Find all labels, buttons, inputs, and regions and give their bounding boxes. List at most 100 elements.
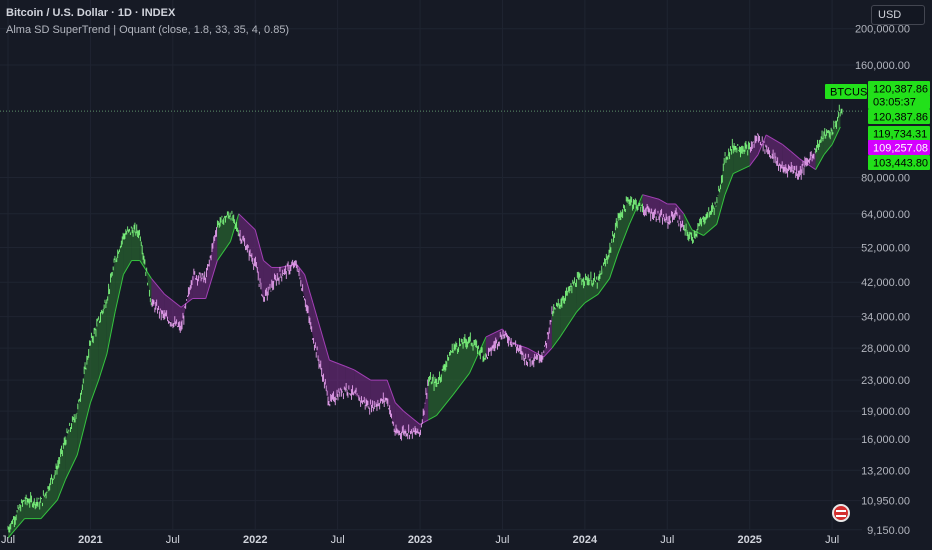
price-candles [7, 104, 843, 533]
time-tick-label: Jul [1, 534, 15, 546]
bull-band [115, 235, 124, 312]
lower-band-tag-text: 103,443.80 [873, 158, 928, 170]
supertrend-line [559, 311, 578, 338]
price-axis[interactable]: 200,000.00 160,000.00 80,000.00 64,000.00 52… [855, 24, 910, 537]
bear-band [527, 348, 544, 361]
supertrend-line [675, 203, 685, 215]
time-tick-label: Jul [495, 534, 509, 546]
upper-band-tag-bg [868, 126, 930, 141]
symbol-tag-text: BTCUSD [830, 87, 875, 99]
supertrend-line [114, 274, 124, 312]
supertrend-line [139, 260, 152, 279]
bull-band [551, 302, 561, 349]
bear-band [255, 229, 264, 299]
symbol-title[interactable]: Bitcoin / U.S. Dollar · 1D · INDEX [6, 7, 176, 19]
supertrend-line [386, 379, 396, 403]
upper-band-tag-text: 119,734.31 [873, 129, 927, 141]
bear-band [312, 302, 330, 403]
time-tick-label: Jul [660, 534, 674, 546]
indicator-title[interactable]: Alma SD SuperTrend | Oquant (close, 1.8,… [6, 24, 290, 36]
supertrend-line [597, 278, 611, 295]
price-tick-label: 16,000.00 [861, 434, 910, 446]
supertrend-line [394, 402, 404, 412]
supertrend-line [164, 293, 182, 308]
bull-band [716, 158, 725, 225]
bear-band [403, 411, 421, 434]
supertrend-line [576, 302, 586, 313]
supertrend-line [703, 223, 718, 236]
supertrend-line [683, 213, 693, 231]
price-tick-label: 23,000.00 [861, 375, 910, 387]
supertrend-line [56, 478, 67, 501]
supertrend-line [765, 134, 783, 146]
us-flag-icon[interactable] [832, 504, 850, 522]
countdown-tag: 03:05:37 [868, 95, 930, 109]
supertrend-line [151, 278, 165, 295]
price-tick-label: 160,000.00 [855, 60, 910, 72]
bull-band [733, 146, 750, 174]
supertrend-line [782, 144, 792, 152]
last-price-tag-text: 120,387.86 [873, 84, 928, 96]
bear-band [543, 314, 552, 358]
bear-band [387, 380, 396, 435]
supertrend-line [353, 369, 371, 381]
bull-band [436, 348, 454, 416]
supertrend-tag: 109,257.08 [868, 140, 930, 155]
bear-band [192, 274, 206, 299]
bull-band [453, 339, 470, 395]
bull-band [106, 260, 116, 355]
price-tick-label: 19,000.00 [861, 406, 910, 418]
supertrend-line [216, 241, 231, 261]
bull-band [560, 280, 577, 337]
supertrend-line [304, 274, 314, 303]
supertrend-line [65, 454, 78, 480]
supertrend-line [815, 154, 825, 170]
supertrend-line [403, 410, 421, 425]
supertrend-line [452, 372, 470, 396]
supertrend-line [831, 126, 841, 145]
supertrend-line [329, 359, 347, 367]
supertrend-line [40, 499, 58, 519]
price-tick-label: 34,000.00 [861, 312, 910, 324]
price-tick-label: 9,150.00 [867, 525, 910, 537]
supertrend-line [658, 198, 668, 205]
supertrend-line [76, 402, 91, 456]
bear-band [205, 224, 218, 299]
price-tick-label: 13,200.00 [861, 465, 910, 477]
close-price-tag-text: 120,387.86 [873, 112, 928, 124]
supertrend-line [485, 328, 503, 338]
supertrend-line [345, 366, 355, 371]
lower-band-tag: 103,443.80 [868, 155, 930, 170]
price-tick-label: 52,000.00 [861, 243, 910, 255]
supertrend-line [628, 194, 644, 225]
upper-band-tag: 119,734.31 [868, 126, 930, 141]
time-axis[interactable]: Jul 2021 Jul 2022 Jul 2023 Jul 2024 Jul 2025 Jul [1, 534, 839, 546]
time-tick-label: 2024 [573, 534, 598, 546]
supertrend-line [89, 379, 100, 403]
bull-band [217, 213, 231, 261]
bull-band [703, 203, 717, 236]
currency-button[interactable]: USD [871, 5, 925, 25]
close-price-tag: 120,387.86 [868, 109, 930, 124]
price-tick-label: 80,000.00 [861, 173, 910, 185]
supertrend-bands [7, 111, 841, 539]
bull-band [65, 411, 78, 480]
supertrend-line [757, 134, 767, 156]
bull-band [598, 250, 610, 295]
supertrend-line [180, 298, 193, 308]
bull-band [57, 439, 66, 500]
countdown-tag-bg [868, 95, 930, 109]
price-tick-label: 28,000.00 [861, 343, 910, 355]
price-tick-label: 42,000.00 [861, 277, 910, 289]
last-price-tag-bg [868, 81, 930, 96]
supertrend-line [428, 414, 437, 421]
supertrend-line [749, 154, 759, 167]
symbol-tag-bg [825, 84, 867, 99]
supertrend-line [230, 213, 240, 242]
time-tick-label: Jul [166, 534, 180, 546]
supertrend-line [584, 293, 599, 304]
bull-band [815, 134, 824, 170]
time-tick-label: 2025 [737, 534, 761, 546]
bear-band [304, 274, 313, 337]
